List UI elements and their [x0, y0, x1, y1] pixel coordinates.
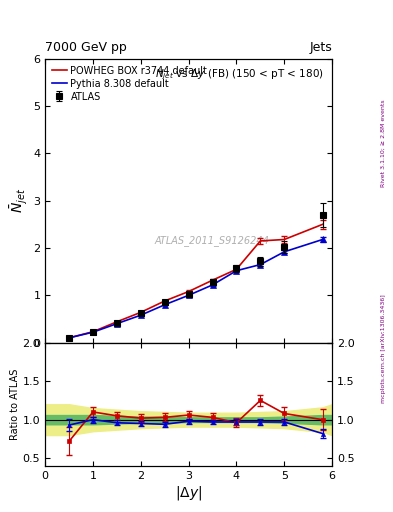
POWHEG BOX r3744 default: [258, 238, 263, 244]
Text: 7000 GeV pp: 7000 GeV pp: [45, 41, 127, 54]
Text: ATLAS_2011_S9126244: ATLAS_2011_S9126244: [154, 235, 269, 246]
POWHEG BOX r3744 default: [234, 266, 239, 272]
Pythia 8.308 default: [115, 321, 119, 327]
POWHEG BOX r3744 default: [91, 329, 95, 335]
POWHEG BOX r3744 default: [115, 318, 119, 325]
Pythia 8.308 default: [186, 292, 191, 298]
Pythia 8.308 default: [67, 335, 72, 341]
Text: Jets: Jets: [309, 41, 332, 54]
POWHEG BOX r3744 default: [67, 335, 72, 341]
Pythia 8.308 default: [210, 282, 215, 288]
Pythia 8.308 default: [138, 312, 143, 318]
Text: Rivet 3.1.10; ≥ 2.8M events: Rivet 3.1.10; ≥ 2.8M events: [381, 99, 386, 187]
Legend: POWHEG BOX r3744 default, Pythia 8.308 default, ATLAS: POWHEG BOX r3744 default, Pythia 8.308 d…: [50, 63, 209, 103]
Pythia 8.308 default: [162, 302, 167, 308]
POWHEG BOX r3744 default: [162, 298, 167, 304]
POWHEG BOX r3744 default: [186, 288, 191, 294]
Pythia 8.308 default: [320, 237, 325, 243]
Line: POWHEG BOX r3744 default: POWHEG BOX r3744 default: [69, 224, 323, 338]
POWHEG BOX r3744 default: [320, 221, 325, 227]
Y-axis label: Ratio to ATLAS: Ratio to ATLAS: [10, 369, 20, 440]
X-axis label: $|\Delta y|$: $|\Delta y|$: [175, 483, 202, 502]
POWHEG BOX r3744 default: [138, 309, 143, 315]
Pythia 8.308 default: [258, 262, 263, 268]
Pythia 8.308 default: [234, 268, 239, 274]
Y-axis label: $\bar{N}_{jet}$: $\bar{N}_{jet}$: [9, 188, 30, 214]
Pythia 8.308 default: [91, 329, 95, 335]
POWHEG BOX r3744 default: [210, 277, 215, 283]
POWHEG BOX r3744 default: [282, 237, 286, 243]
Pythia 8.308 default: [282, 249, 286, 255]
Text: $N_{jet}$ vs $\Delta y$ (FB) (150 < pT < 180): $N_{jet}$ vs $\Delta y$ (FB) (150 < pT <…: [155, 68, 323, 82]
Line: Pythia 8.308 default: Pythia 8.308 default: [69, 240, 323, 338]
Text: mcplots.cern.ch [arXiv:1306.3436]: mcplots.cern.ch [arXiv:1306.3436]: [381, 294, 386, 402]
